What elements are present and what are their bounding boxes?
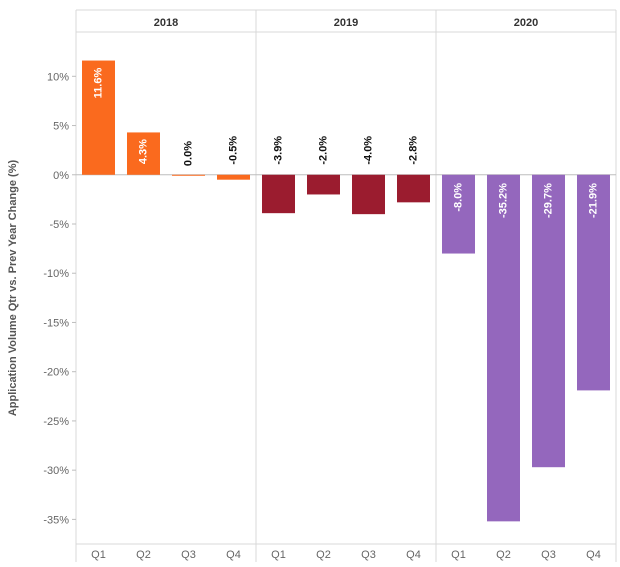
x-tick-label: Q3: [361, 549, 376, 561]
bar: [262, 174, 295, 214]
data-label: -21.9%: [588, 183, 600, 218]
x-tick-label: Q3: [541, 549, 556, 561]
data-labels: 11.6% 4.3% 0.0% -0.5% -3.9% -2.0% -4.0% -2.8% -8…: [93, 68, 600, 218]
x-tick-label: Q2: [316, 549, 331, 561]
y-tick-label: 10%: [47, 71, 69, 83]
bar: [352, 174, 385, 215]
data-label: -2.0%: [318, 136, 330, 165]
x-tick-label: Q3: [181, 549, 196, 561]
year-header-label: 2018: [154, 17, 178, 29]
y-tick-label: -25%: [43, 416, 69, 428]
x-tick-label: Q1: [271, 549, 286, 561]
x-tick-label: Q2: [136, 549, 151, 561]
bar: [532, 174, 565, 468]
data-label: 4.3%: [138, 139, 150, 164]
data-label: -2.8%: [408, 136, 420, 165]
bar: [442, 174, 475, 254]
bar: [82, 60, 115, 175]
bar: [577, 174, 610, 391]
y-tick-label: 0%: [53, 170, 69, 182]
bar: [307, 174, 340, 195]
data-label: 11.6%: [93, 68, 105, 99]
x-tick-label: Q1: [91, 549, 106, 561]
bar: [172, 174, 205, 176]
data-label: -3.9%: [273, 136, 285, 165]
x-tick-label: Q4: [226, 549, 241, 561]
bar: [397, 174, 430, 203]
x-tick-label: Q4: [586, 549, 601, 561]
x-tick-label: Q2: [496, 549, 511, 561]
y-tick-label: -30%: [43, 465, 69, 477]
axes: 10% 5% 0% -5% -10% -15% -20% -25% -30% -35% 2018 Q1…: [43, 17, 601, 561]
y-tick-label: -20%: [43, 367, 69, 379]
bar: [217, 174, 250, 180]
bar: [127, 132, 160, 175]
y-axis-title: Application Volume Qtr vs. Prev Year Cha…: [7, 160, 19, 417]
data-label: -29.7%: [543, 183, 555, 218]
y-tick-label: 5%: [53, 121, 69, 133]
x-tick-label: Q1: [451, 549, 466, 561]
bar: [487, 174, 520, 522]
data-label: -4.0%: [363, 136, 375, 165]
y-tick-label: -35%: [43, 514, 69, 526]
data-label: -0.5%: [228, 136, 240, 165]
data-label: -35.2%: [498, 183, 510, 218]
data-label: -8.0%: [453, 183, 465, 212]
data-label: 0.0%: [183, 141, 195, 166]
y-tick-label: -15%: [43, 317, 69, 329]
year-header-label: 2019: [334, 17, 358, 29]
chart-frame: [75, 9, 617, 562]
y-tick-label: -10%: [43, 268, 69, 280]
year-header-label: 2020: [514, 17, 538, 29]
y-tick-label: -5%: [49, 219, 69, 231]
x-tick-label: Q4: [406, 549, 421, 561]
bars: [82, 60, 610, 522]
